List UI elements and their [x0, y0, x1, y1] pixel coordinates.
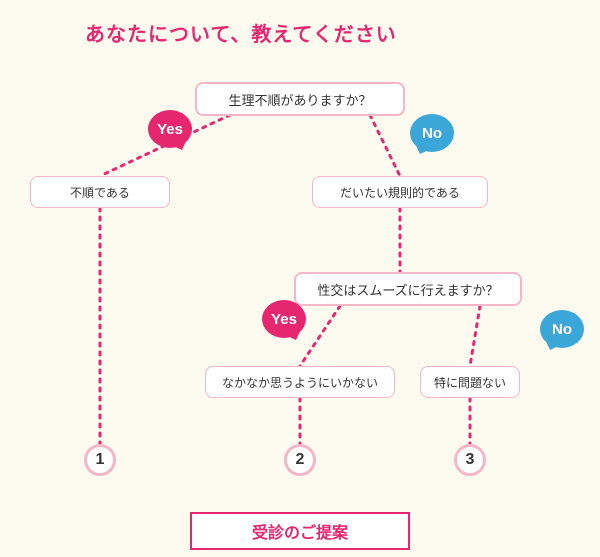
- footer-button[interactable]: 受診のご提案: [190, 512, 410, 550]
- endpoint-label: 2: [296, 451, 305, 469]
- flowchart-canvas: あなたについて、教えてください 生理不順がありますか？ 不順である だいたい規則…: [0, 0, 600, 557]
- answer-1-no: だいたい規則的である: [312, 176, 488, 208]
- node-label: 不順である: [70, 184, 130, 201]
- endpoint-1: 1: [84, 444, 116, 476]
- node-label: だいたい規則的である: [340, 184, 460, 201]
- yes-bubble-2: Yes: [262, 300, 306, 338]
- bubble-label: Yes: [271, 311, 297, 328]
- endpoint-3: 3: [454, 444, 486, 476]
- answer-1-yes: 不順である: [30, 176, 170, 208]
- node-label: なかなか思うようにいかない: [222, 374, 378, 391]
- endpoint-label: 3: [466, 451, 475, 469]
- bubble-label: No: [552, 321, 572, 338]
- endpoint-label: 1: [96, 451, 105, 469]
- question-1: 生理不順がありますか？: [195, 82, 405, 116]
- no-bubble-2: No: [540, 310, 584, 348]
- page-title: あなたについて、教えてください: [85, 18, 397, 47]
- node-label: 特に問題ない: [434, 374, 506, 391]
- answer-2-no: 特に問題ない: [420, 366, 520, 398]
- bubble-label: No: [422, 125, 442, 142]
- answer-2-yes: なかなか思うようにいかない: [205, 366, 395, 398]
- endpoint-2: 2: [284, 444, 316, 476]
- question-2: 性交はスムーズに行えますか？: [294, 272, 522, 306]
- node-label: 性交はスムーズに行えますか？: [317, 280, 498, 299]
- node-label: 生理不順がありますか？: [228, 90, 371, 109]
- no-bubble-1: No: [410, 114, 454, 152]
- bubble-label: Yes: [157, 121, 183, 138]
- footer-label: 受診のご提案: [252, 519, 348, 543]
- yes-bubble-1: Yes: [148, 110, 192, 148]
